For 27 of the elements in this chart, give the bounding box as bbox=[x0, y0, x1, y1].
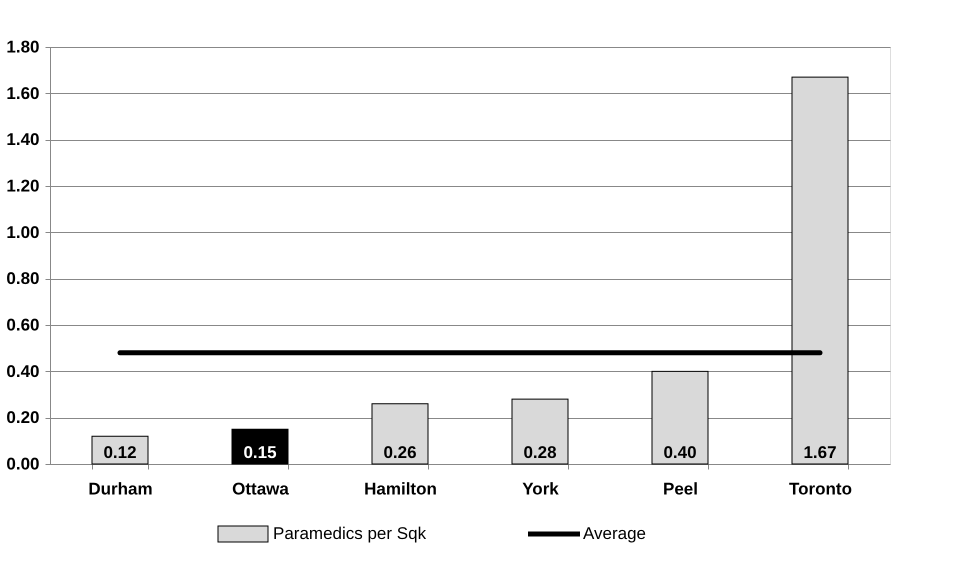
data-label: 0.15 bbox=[243, 443, 277, 462]
data-label: 0.26 bbox=[383, 443, 417, 462]
data-label: 0.12 bbox=[103, 443, 137, 462]
bar bbox=[512, 398, 568, 464]
legend-label: Paramedics per Sqk bbox=[273, 524, 427, 543]
data-label: 1.67 bbox=[803, 443, 837, 462]
y-tick-label: 0.80 bbox=[6, 269, 40, 288]
x-tick-label: Ottawa bbox=[232, 480, 290, 498]
y-tick-label: 1.00 bbox=[6, 222, 40, 242]
x-tick-label: Durham bbox=[88, 480, 153, 498]
y-tick-label: 0.60 bbox=[6, 316, 40, 334]
y-tick-label: 0.20 bbox=[6, 408, 40, 428]
bar bbox=[652, 370, 708, 464]
x-tick-label: York bbox=[522, 480, 560, 498]
bar bbox=[372, 403, 428, 464]
x-tick-label: Peel bbox=[663, 480, 698, 498]
y-tick-label: 0.40 bbox=[6, 362, 40, 381]
y-tick-label: 1.60 bbox=[6, 84, 40, 103]
data-label: 0.28 bbox=[523, 443, 557, 462]
legend-label: Average bbox=[583, 524, 646, 543]
y-tick-label: 1.20 bbox=[6, 176, 40, 196]
data-label: 0.40 bbox=[663, 443, 697, 462]
x-tick-label: Hamilton bbox=[364, 480, 437, 498]
y-tick-label: 1.80 bbox=[6, 38, 40, 56]
x-tick-label: Toronto bbox=[789, 480, 852, 498]
y-tick-label: 1.40 bbox=[6, 130, 40, 150]
y-tick-label: 0.00 bbox=[6, 454, 40, 474]
